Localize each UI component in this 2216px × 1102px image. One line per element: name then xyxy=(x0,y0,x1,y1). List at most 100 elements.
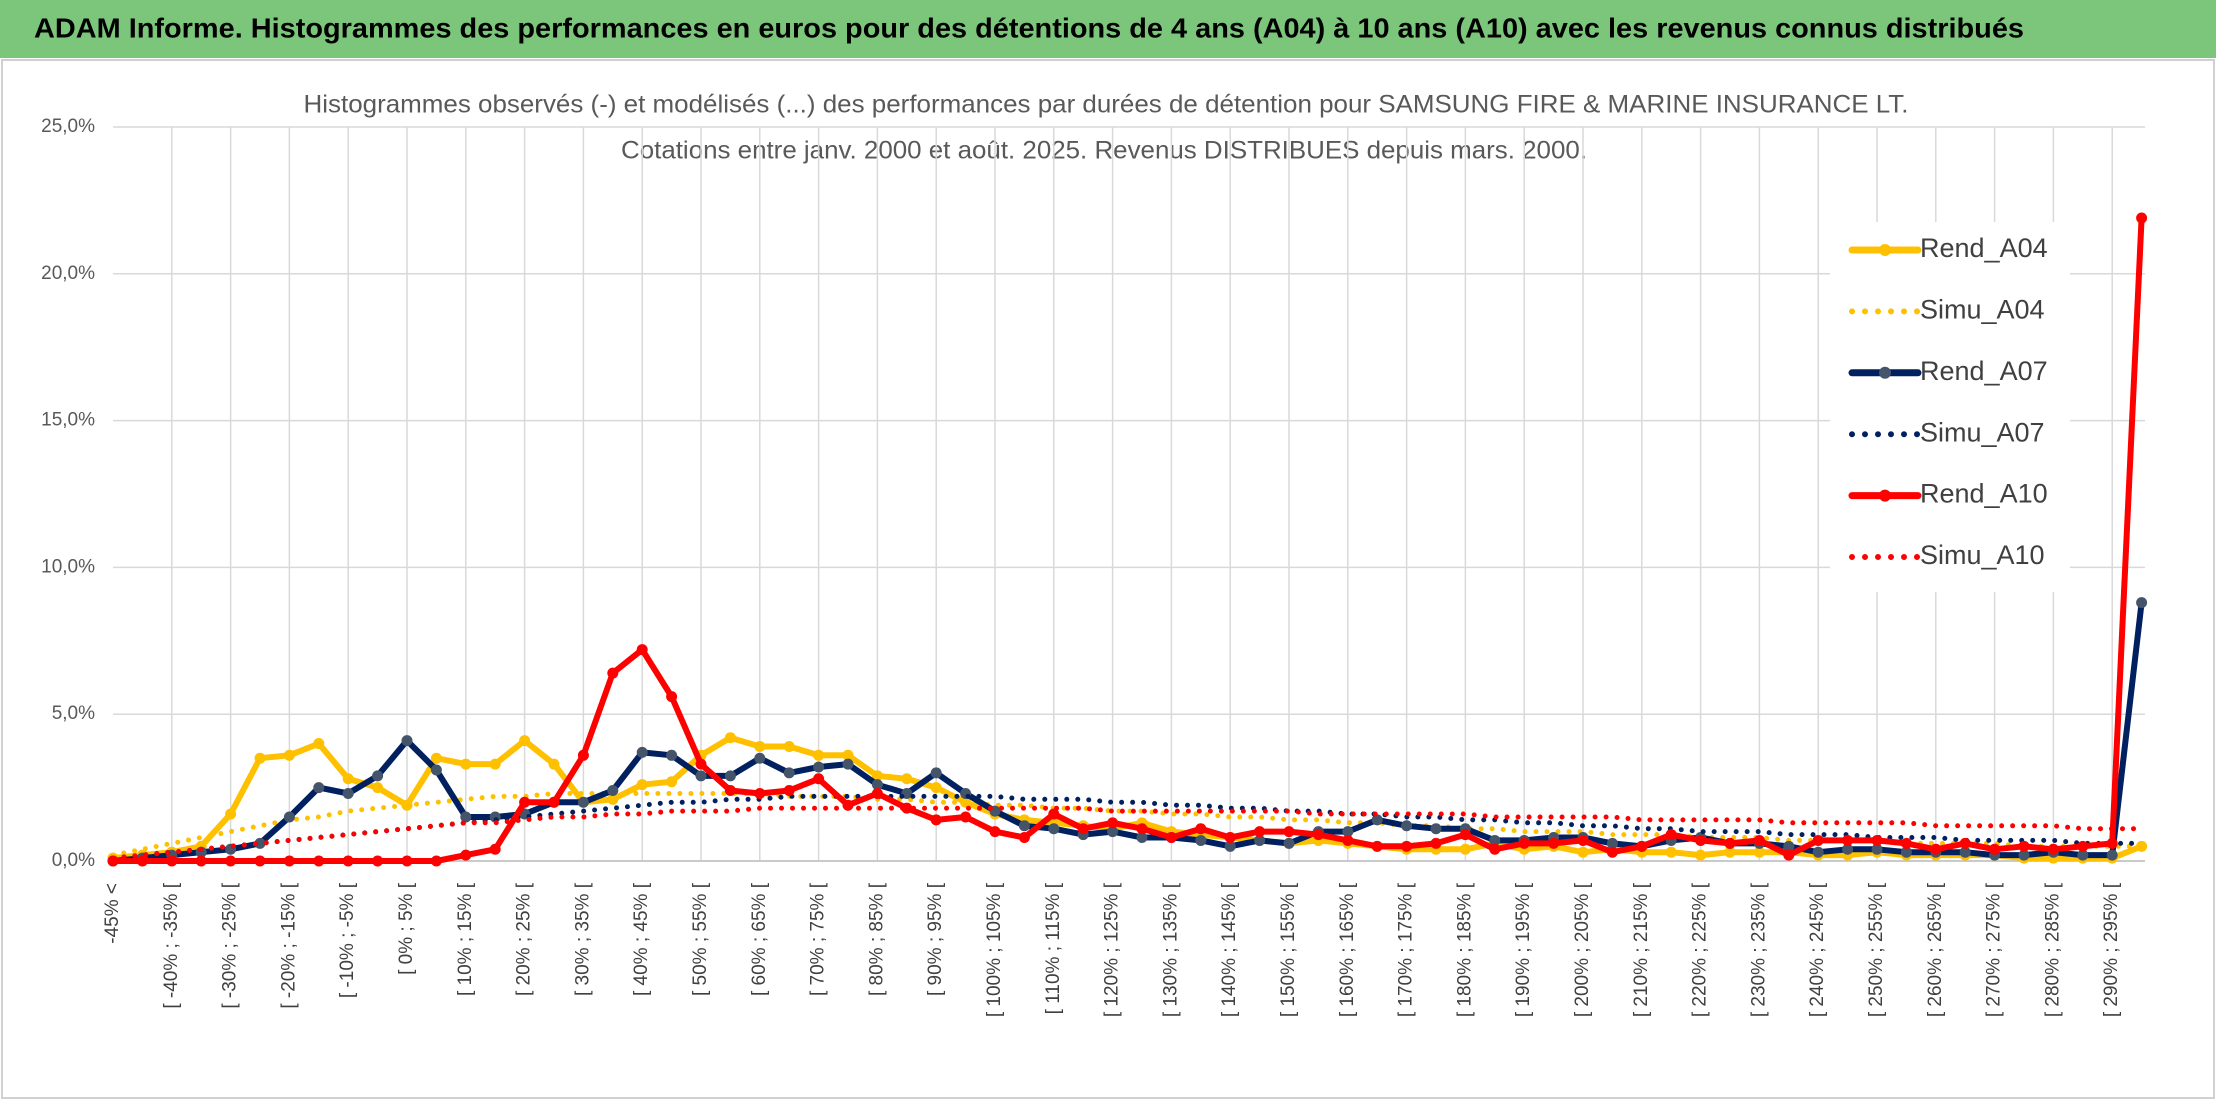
point xyxy=(548,758,560,770)
point xyxy=(2077,840,2089,852)
legend-marker xyxy=(1879,489,1891,502)
x-tick-label: [ -10% ; -5% [ xyxy=(337,882,358,998)
point xyxy=(1842,834,1854,846)
point xyxy=(636,779,648,791)
legend-label: Simu_A04 xyxy=(1920,295,2045,325)
point xyxy=(401,735,413,747)
legend-label: Rend_A10 xyxy=(1920,479,2048,509)
x-tick-label: [ 270% ; 275% [ xyxy=(1984,882,2005,1017)
legend-label: Rend_A04 xyxy=(1920,233,2048,263)
x-tick-label: -45% < xyxy=(102,883,123,944)
point xyxy=(1283,837,1295,849)
x-tick-label: [ -40% ; -35% [ xyxy=(161,882,182,1008)
point xyxy=(1459,829,1471,841)
x-tick-label: [ 160% ; 165% [ xyxy=(1337,882,1358,1017)
point xyxy=(813,761,825,773)
point xyxy=(254,752,266,764)
y-tick-label: 15,0% xyxy=(41,410,95,431)
point xyxy=(724,785,736,797)
point xyxy=(871,770,883,782)
point xyxy=(1459,843,1471,855)
point xyxy=(519,796,531,808)
legend-marker xyxy=(1879,244,1891,256)
point xyxy=(313,738,325,750)
x-tick-label: [ 90% ; 95% [ xyxy=(925,882,946,996)
point xyxy=(2106,837,2118,849)
point xyxy=(342,787,354,799)
x-tick-label: [ 170% ; 175% [ xyxy=(1396,882,1417,1017)
point xyxy=(1548,837,1560,849)
point xyxy=(783,785,795,797)
point xyxy=(1254,834,1266,846)
point xyxy=(283,855,295,867)
point xyxy=(430,764,442,776)
point xyxy=(1812,834,1824,846)
point xyxy=(166,855,178,867)
point xyxy=(842,758,854,770)
point xyxy=(666,691,678,703)
point xyxy=(107,855,119,867)
point xyxy=(430,855,442,867)
point xyxy=(607,793,619,805)
point xyxy=(136,855,148,867)
point xyxy=(1695,834,1707,846)
model-line xyxy=(110,791,2145,858)
y-tick-label: 10,0% xyxy=(41,556,95,577)
legend-label: Rend_A07 xyxy=(1920,356,2048,386)
legend-label: Simu_A10 xyxy=(1920,540,2045,570)
point xyxy=(1783,840,1795,852)
point xyxy=(313,855,325,867)
x-tick-label: [ 30% ; 35% [ xyxy=(572,882,593,996)
point xyxy=(401,855,413,867)
legend-box xyxy=(1830,222,2070,592)
point xyxy=(2018,849,2030,861)
point xyxy=(519,735,531,747)
point xyxy=(754,787,766,799)
model-line xyxy=(110,805,2145,861)
point xyxy=(254,837,266,849)
point xyxy=(1077,823,1089,835)
point xyxy=(930,814,942,826)
x-tick-label: [ 230% ; 235% [ xyxy=(1748,882,1769,1017)
point xyxy=(783,767,795,779)
point xyxy=(430,752,442,764)
point xyxy=(1665,829,1677,841)
point xyxy=(1342,826,1354,838)
point xyxy=(1930,843,1942,855)
point xyxy=(930,782,942,794)
legend-marker xyxy=(1879,366,1891,379)
point xyxy=(1224,832,1236,844)
point xyxy=(1959,846,1971,858)
point xyxy=(1695,849,1707,861)
x-tick-label: [ -20% ; -15% [ xyxy=(278,882,299,1008)
point xyxy=(695,758,707,770)
point xyxy=(1430,837,1442,849)
y-tick-label: 0,0% xyxy=(52,850,95,871)
observed-line xyxy=(110,215,2145,864)
point xyxy=(577,749,589,761)
point xyxy=(1195,834,1207,846)
point xyxy=(783,740,795,752)
x-tick-label: [ 210% ; 215% [ xyxy=(1631,882,1652,1017)
point xyxy=(871,787,883,799)
point xyxy=(1224,840,1236,852)
x-tick-label: [ 40% ; 45% [ xyxy=(631,882,652,996)
point xyxy=(1636,840,1648,852)
point xyxy=(1401,840,1413,852)
point xyxy=(2136,212,2148,224)
point xyxy=(1989,843,2001,855)
point xyxy=(1812,846,1824,858)
point xyxy=(1312,829,1324,841)
point xyxy=(1254,826,1266,838)
point xyxy=(1018,832,1030,844)
point xyxy=(1724,837,1736,849)
point xyxy=(1401,820,1413,832)
x-tick-label: [ 150% ; 155% [ xyxy=(1278,882,1299,1017)
point xyxy=(254,855,266,867)
point xyxy=(1753,834,1765,846)
point xyxy=(195,855,207,867)
x-tick-label: [ 240% ; 245% [ xyxy=(1807,882,1828,1017)
x-tick-label: [ 290% ; 295% [ xyxy=(2101,882,2122,1017)
point xyxy=(1018,820,1030,832)
point xyxy=(1665,846,1677,858)
